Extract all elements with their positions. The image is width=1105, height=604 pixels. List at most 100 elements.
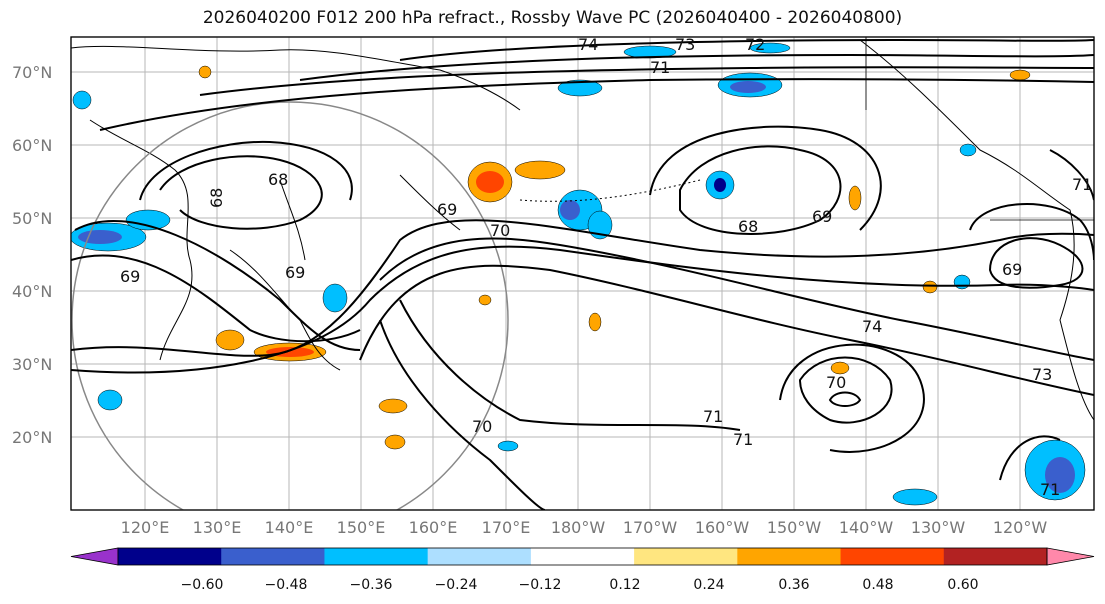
shade-negative [322, 283, 348, 313]
shade-negative [78, 230, 122, 244]
shade-positive [922, 280, 938, 294]
colorbar-tick-label: −0.24 [435, 577, 478, 593]
shade-negative [97, 389, 123, 411]
lon-label: 170°E [482, 518, 531, 537]
contour-line [71, 245, 1094, 374]
shade-negative [892, 488, 938, 506]
lon-label: 160°W [695, 518, 750, 537]
colorbar-segment [737, 548, 842, 565]
contour-label: 74 [578, 35, 598, 54]
contour-label: 71 [1072, 175, 1092, 194]
contour-line [71, 254, 361, 343]
lat-label: 20°N [12, 428, 52, 447]
lon-label: 150°W [767, 518, 822, 537]
contour-label: 68 [738, 217, 758, 236]
shade-negative [125, 209, 171, 231]
contour-line [379, 319, 546, 510]
lon-label: 140°W [839, 518, 894, 537]
contour-label: 71 [1040, 480, 1060, 499]
contour-label: 72 [745, 35, 765, 54]
contour-line [139, 140, 353, 201]
shade-positive [830, 361, 850, 375]
colorbar-tick-label: −0.12 [519, 577, 562, 593]
lon-label: 120°E [121, 518, 170, 537]
shade-negative [560, 200, 580, 220]
shade-negative [959, 143, 977, 157]
shade-positive [1009, 69, 1031, 81]
colorbar-tick-label: 0.36 [778, 577, 809, 593]
colorbar-segment [427, 548, 532, 565]
contour-line [828, 391, 862, 407]
coastline-kamchatka [399, 174, 461, 231]
colorbar-tick-label: −0.36 [350, 577, 393, 593]
shade-positive [198, 65, 212, 79]
contour-line [679, 145, 842, 235]
contour-line [99, 78, 1094, 131]
coastline-aleutians [519, 179, 701, 202]
contour-label: 71 [703, 407, 723, 426]
shade-positive [476, 171, 504, 193]
colorbar-tick-label: −0.60 [181, 577, 224, 593]
contour-label: 68 [268, 170, 288, 189]
latitude-axis: 70°N 60°N 50°N 40°N 30°N 20°N [12, 63, 52, 447]
lon-label: 180°W [551, 518, 606, 537]
contour-line [299, 53, 1094, 81]
lon-label: 140°E [265, 518, 314, 537]
lon-label: 130°W [911, 518, 966, 537]
lon-label: 120°W [993, 518, 1048, 537]
map-title: 2026040200 F012 200 hPa refract., Rossby… [202, 8, 903, 28]
shade-negative [714, 178, 726, 192]
contour-line [798, 356, 893, 424]
contour-line [71, 219, 1094, 357]
coastline-sakhalin [279, 179, 306, 261]
contour-label: 68 [207, 188, 226, 208]
lat-label: 50°N [12, 209, 52, 228]
contour-label: 69 [120, 267, 140, 286]
shade-positive [588, 312, 602, 332]
contour-line [779, 343, 925, 453]
contour-label: 70 [490, 221, 510, 240]
lat-label: 70°N [12, 63, 52, 82]
longitude-axis: 120°E 130°E 140°E 150°E 160°E 170°E 180°… [121, 518, 1048, 537]
shade-negative [1045, 457, 1075, 493]
coastlines [71, 37, 1094, 421]
colorbar-tick-label: 0.60 [947, 577, 978, 593]
colorbar-segment [840, 548, 945, 565]
colorbar-extend-high [1046, 547, 1095, 566]
shade-negative [72, 90, 92, 110]
coastline-north-america [859, 39, 1094, 421]
contour-line [999, 435, 1061, 481]
colorbar-ticks: −0.60 −0.48 −0.36 −0.24 −0.12 0.12 0.24 … [181, 577, 979, 593]
shade-positive [478, 294, 492, 306]
contour-line [159, 155, 323, 230]
colorbar-segment [118, 548, 222, 565]
lat-label: 60°N [12, 136, 52, 155]
contour-line [969, 203, 1094, 261]
contour-labels: 74 73 72 71 68 68 69 70 69 68 69 69 71 7… [120, 35, 1092, 499]
colorbar-segment [530, 548, 635, 565]
shade-negative [497, 440, 519, 452]
colorbar-outline [117, 547, 1048, 566]
colorbar-tick-label: 0.24 [693, 577, 724, 593]
contours [71, 38, 1094, 510]
lon-label: 130°E [193, 518, 242, 537]
colorbar-tick-label: 0.12 [609, 577, 640, 593]
contour-line [199, 66, 1094, 96]
colorbar-extend-low [70, 547, 119, 566]
coastline-asia [89, 119, 193, 361]
contour-label: 71 [733, 430, 753, 449]
shade-negative [749, 42, 791, 54]
colorbar-tick-label: −0.48 [265, 577, 308, 593]
contour-label: 74 [862, 317, 882, 336]
lon-label: 150°E [337, 518, 386, 537]
contour-label: 69 [1002, 260, 1022, 279]
map-border [70, 36, 1095, 511]
contour-label: 69 [285, 263, 305, 282]
contour-label: 73 [675, 35, 695, 54]
contour-line [399, 299, 741, 431]
colorbar-tick-label: 0.48 [862, 577, 893, 593]
contour-label: 71 [650, 58, 670, 77]
shade-negative [953, 274, 971, 290]
shade-positive [215, 329, 245, 351]
